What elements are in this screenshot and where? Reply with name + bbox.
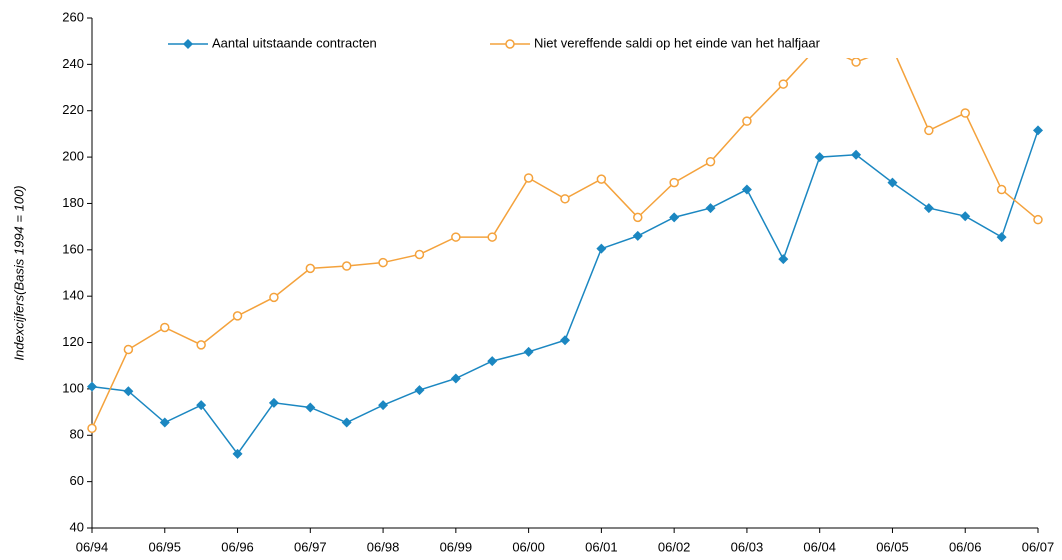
y-tick-label: 180 bbox=[62, 195, 84, 210]
series-line bbox=[91, 130, 1039, 456]
y-tick-label: 60 bbox=[70, 473, 84, 488]
data-point bbox=[705, 203, 716, 214]
legend-label: Niet vereffende saldi op het einde van h… bbox=[534, 35, 821, 50]
y-tick-label: 80 bbox=[70, 427, 84, 442]
data-point bbox=[414, 249, 425, 260]
data-point bbox=[669, 177, 679, 188]
series-line bbox=[91, 43, 1039, 429]
data-point bbox=[778, 79, 789, 89]
data-point bbox=[705, 156, 716, 167]
y-tick-label: 100 bbox=[62, 380, 84, 395]
data-point bbox=[414, 385, 425, 396]
data-point bbox=[87, 381, 97, 392]
data-point bbox=[960, 211, 971, 222]
data-point bbox=[887, 177, 898, 188]
x-tick-label: 06/05 bbox=[876, 539, 909, 554]
data-point bbox=[560, 194, 570, 204]
data-point bbox=[851, 57, 861, 67]
x-tick-label: 06/99 bbox=[440, 539, 473, 554]
data-point bbox=[305, 402, 316, 413]
data-point bbox=[924, 125, 934, 136]
y-tick-label: 240 bbox=[62, 56, 84, 71]
x-tick-label: 06/07 bbox=[1022, 539, 1055, 554]
x-tick-label: 06/02 bbox=[658, 539, 691, 554]
x-tick-label: 06/98 bbox=[367, 539, 400, 554]
data-point bbox=[341, 417, 352, 428]
data-point bbox=[378, 257, 388, 268]
data-point bbox=[159, 417, 170, 428]
data-point bbox=[632, 230, 643, 241]
data-point bbox=[183, 39, 193, 49]
y-tick-label: 40 bbox=[70, 519, 84, 534]
data-point bbox=[996, 232, 1007, 243]
data-point bbox=[741, 184, 752, 195]
x-tick-label: 06/94 bbox=[76, 539, 109, 554]
data-point bbox=[596, 243, 607, 254]
data-point bbox=[487, 356, 498, 367]
y-tick-label: 200 bbox=[62, 149, 84, 164]
legend: Aantal uitstaande contracten Niet vereffe… bbox=[142, 32, 922, 58]
x-tick-label: 06/00 bbox=[512, 539, 545, 554]
y-tick-label: 140 bbox=[62, 288, 84, 303]
x-tick-label: 06/03 bbox=[731, 539, 764, 554]
y-tick-label: 160 bbox=[62, 241, 84, 256]
data-point bbox=[123, 344, 134, 355]
x-tick-label: 06/95 bbox=[148, 539, 181, 554]
data-point bbox=[232, 311, 243, 321]
data-point bbox=[960, 108, 970, 118]
data-point bbox=[778, 254, 789, 265]
legend-background bbox=[142, 32, 922, 58]
data-point bbox=[378, 400, 389, 411]
data-point bbox=[196, 340, 206, 350]
data-point bbox=[923, 203, 934, 214]
data-point bbox=[742, 116, 752, 126]
data-point bbox=[341, 261, 352, 271]
data-point bbox=[232, 448, 243, 459]
data-point bbox=[523, 346, 534, 357]
data-point bbox=[451, 232, 461, 242]
data-point bbox=[814, 152, 825, 163]
x-tick-label: 06/01 bbox=[585, 539, 618, 554]
x-tick-label: 06/06 bbox=[949, 539, 982, 554]
data-point bbox=[996, 184, 1007, 195]
data-point bbox=[669, 212, 680, 223]
data-point bbox=[196, 400, 207, 411]
data-point bbox=[596, 174, 607, 184]
data-point bbox=[633, 212, 643, 223]
data-point bbox=[268, 397, 279, 408]
data-point bbox=[305, 263, 316, 274]
data-point bbox=[851, 149, 862, 160]
data-point bbox=[1033, 125, 1043, 136]
data-point bbox=[160, 322, 170, 333]
y-axis-label: Indexcijfers(Basis 1994 = 100) bbox=[11, 185, 26, 360]
y-tick-label: 120 bbox=[62, 334, 84, 349]
y-tick-label: 260 bbox=[62, 9, 84, 24]
data-point bbox=[560, 335, 570, 346]
data-point bbox=[523, 173, 534, 183]
data-point bbox=[505, 39, 515, 49]
x-tick-label: 06/97 bbox=[294, 539, 327, 554]
data-point bbox=[450, 373, 461, 384]
data-point bbox=[123, 386, 134, 397]
legend-label: Aantal uitstaande contracten bbox=[212, 35, 377, 50]
data-point bbox=[269, 292, 279, 303]
data-point bbox=[87, 423, 97, 434]
y-tick-label: 220 bbox=[62, 102, 84, 117]
x-tick-label: 06/96 bbox=[221, 539, 254, 554]
data-point bbox=[487, 232, 497, 242]
x-tick-label: 06/04 bbox=[803, 539, 836, 554]
data-point bbox=[1033, 214, 1043, 225]
